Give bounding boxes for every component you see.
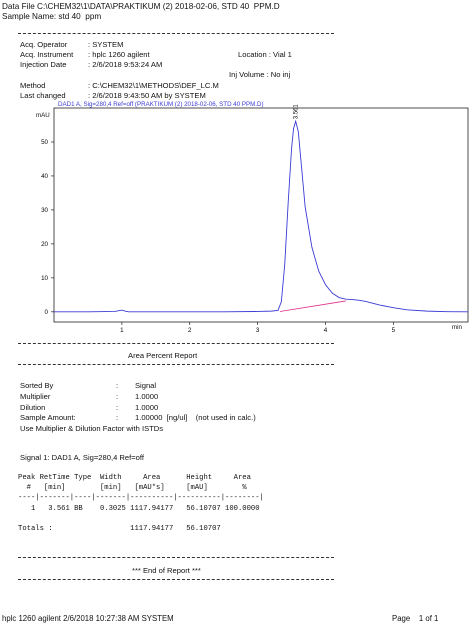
separator-top xyxy=(18,33,334,34)
sorted-by-label: Sorted By xyxy=(20,381,54,390)
end-of-report: *** End of Report *** xyxy=(132,566,201,575)
data-file-line: Data File C:\CHEM32\1\DATA\PRAKTIKUM (2)… xyxy=(2,2,280,11)
dilution-label: Dilution xyxy=(20,403,46,412)
inj-volume-text: Inj Volume : No inj xyxy=(229,70,291,79)
use-multiplier-text: Use Multiplier & Dilution Factor with IS… xyxy=(20,424,164,433)
acq-instrument-label: Acq. Instrument xyxy=(20,50,74,59)
sorted-by-value: : Signal xyxy=(116,381,157,390)
dilution-value: : 1.0000 xyxy=(116,403,159,412)
plot-frame xyxy=(53,107,469,323)
separator-report-top xyxy=(18,343,334,344)
method-value: : C:\CHEM32\1\METHODS\DEF_LC.M xyxy=(88,81,219,90)
table-separator: ----|-------|----|-------|----------|---… xyxy=(18,494,264,502)
y-tick-label: 50 xyxy=(41,139,48,146)
footer-page: Page 1 of 1 xyxy=(392,614,439,623)
injection-date-value: : 2/6/2018 9:53:24 AM xyxy=(88,60,163,69)
report-title: Area Percent Report xyxy=(128,351,198,360)
separator-end-top xyxy=(18,557,334,558)
sample-amount-label: Sample Amount: xyxy=(20,413,76,422)
totals-row: Totals : 1117.94177 56.10707 xyxy=(18,525,221,533)
signal-trace xyxy=(54,119,469,313)
table-header-2: # [min] [min] [mAU*s] [mAU] % xyxy=(18,484,247,492)
x-tick-label: 1 xyxy=(120,327,124,334)
method-label: Method xyxy=(20,81,46,90)
footer-left: hplc 1260 agilent 2/6/2018 10:27:38 AM S… xyxy=(2,614,174,623)
integration-baseline xyxy=(279,300,346,312)
injection-date-label: Injection Date xyxy=(20,60,67,69)
location-text: Location : Vial 1 xyxy=(238,50,292,59)
last-changed-label: Last changed xyxy=(20,91,66,100)
last-changed-value: : 2/6/2018 9:43:50 AM by SYSTEM xyxy=(88,91,206,100)
multiplier-value: : 1.0000 xyxy=(116,392,159,401)
separator-end-bottom xyxy=(18,579,334,580)
chromatogram-chart: DAD1 A, Sig=280,4 Ref=off (PRAKTIKUM (2)… xyxy=(36,101,469,334)
x-tick-label: 2 xyxy=(188,327,192,334)
peak-label: 3.561 xyxy=(294,104,300,120)
x-tick-label: 5 xyxy=(392,327,396,334)
x-axis-label: min xyxy=(452,324,463,331)
table-row: 1 3.561 BB 0.3025 1117.94177 56.10707 10… xyxy=(18,505,260,513)
x-tick-label: 4 xyxy=(324,327,328,334)
y-axis-label: mAU xyxy=(36,112,50,119)
signal-text: Signal 1: DAD1 A, Sig=280,4 Ref=off xyxy=(20,453,144,462)
y-tick-label: 20 xyxy=(41,241,48,248)
acq-operator-value: : SYSTEM xyxy=(88,40,124,49)
y-tick-label: 0 xyxy=(45,309,49,316)
acq-operator-label: Acq. Operator xyxy=(20,40,68,49)
multiplier-label: Multiplier xyxy=(20,392,51,401)
acq-instrument-value: : hplc 1260 agilent xyxy=(88,50,150,59)
table-header-1: Peak RetTime Type Width Area Height Area xyxy=(18,474,251,482)
sample-name-line: Sample Name: std 40 ppm xyxy=(2,12,102,21)
chart-title: DAD1 A, Sig=280,4 Ref=off (PRAKTIKUM (2)… xyxy=(58,101,264,108)
sample-amount-value: : 1.00000 [ng/ul] (not used in calc.) xyxy=(116,413,256,422)
x-tick-label: 3 xyxy=(256,327,260,334)
y-tick-label: 40 xyxy=(41,173,48,180)
separator-report-bottom xyxy=(18,364,334,365)
y-tick-label: 10 xyxy=(41,275,48,282)
y-tick-label: 30 xyxy=(41,207,48,214)
